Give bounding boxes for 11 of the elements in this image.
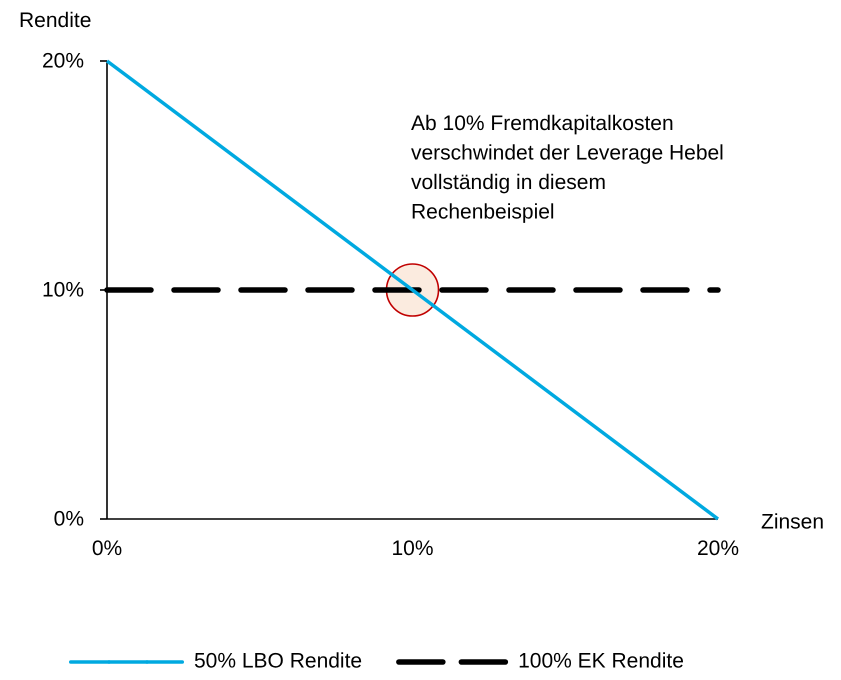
legend-label: 100% EK Rendite xyxy=(518,650,684,673)
x-axis-title: Zinsen xyxy=(761,510,824,534)
y-tick-label: 0% xyxy=(54,508,84,531)
y-tick-label: 20% xyxy=(42,50,84,73)
x-tick-label: 10% xyxy=(391,536,434,560)
x-tick-label: 0% xyxy=(92,536,122,560)
y-axis-title: Rendite xyxy=(19,9,92,32)
x-tick-label: 20% xyxy=(696,536,740,560)
annotation: Ab 10% Fremdkapitalkosten verschwindet der Leverage Hebel vollständig in diesem Rechenbeispiel xyxy=(411,112,724,224)
y-tick-label: 10% xyxy=(42,278,84,302)
legend-label: 50% LBO Rendite xyxy=(194,650,362,673)
